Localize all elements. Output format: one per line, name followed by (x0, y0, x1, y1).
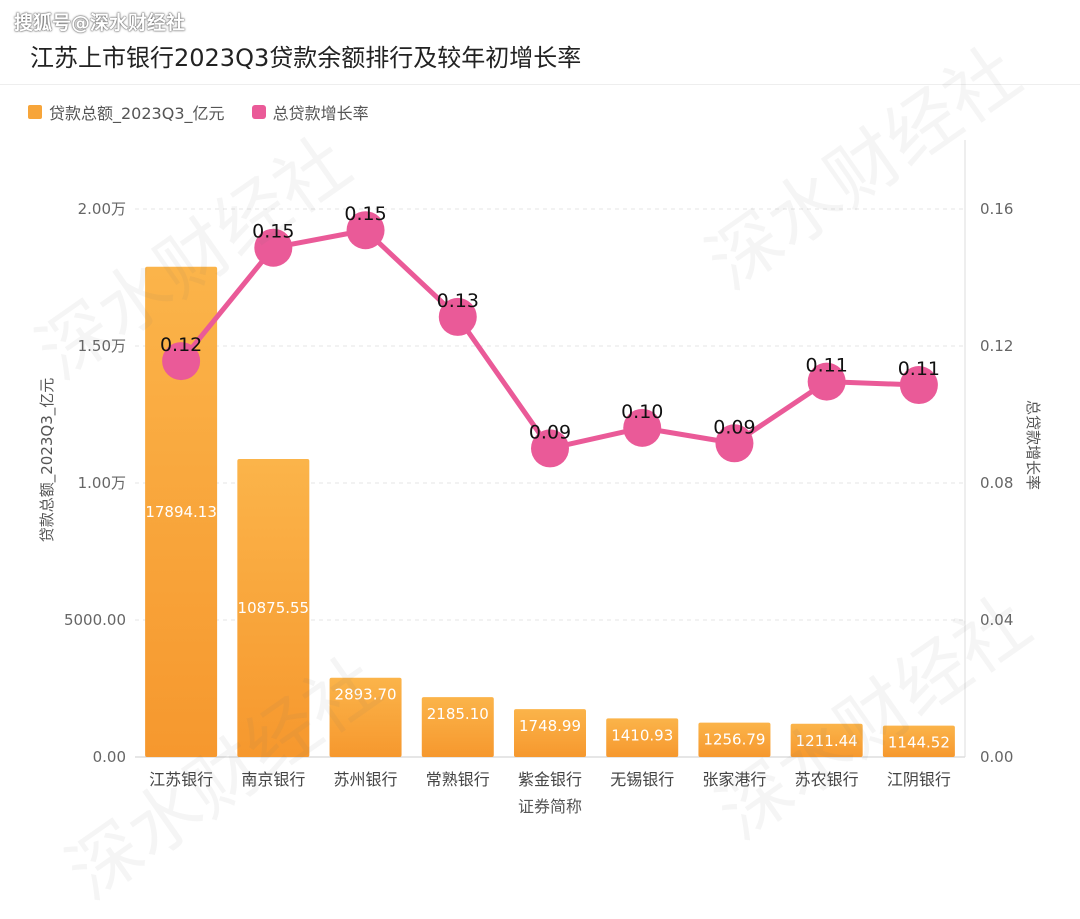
bar (790, 723, 863, 757)
growth-value-label: 0.13 (437, 290, 479, 312)
growth-value-label: 0.15 (344, 203, 386, 225)
chart-legend: 贷款总额_2023Q3_亿元 总贷款增长率 (28, 100, 391, 124)
bar (606, 718, 679, 757)
y-tick-label: 0.00 (93, 748, 126, 766)
growth-point (715, 424, 754, 463)
legend-label-growth: 总贷款增长率 (272, 104, 369, 123)
axis-labels: 0.00 0.00 5000.00 0.04 1.00万 0.08 1.50万 0.12 2.0… (38, 200, 1042, 816)
bar-value-label: 2185.10 (427, 705, 489, 723)
bar (145, 266, 218, 757)
x-tick-label: 江苏银行 (149, 770, 213, 789)
legend-item-growth[interactable]: 总贷款增长率 (251, 100, 369, 124)
bar (329, 677, 402, 757)
line-series: 0.12 0.15 0.15 0.13 0.09 0.10 0.09 0.11 0.11 (160, 203, 940, 468)
growth-point (254, 228, 293, 267)
bar (514, 709, 586, 757)
growth-value-label: 0.10 (621, 401, 663, 423)
bar (237, 459, 310, 757)
y-tick-label: 5000.00 (64, 611, 126, 629)
bar-value-label: 10875.55 (238, 599, 310, 617)
y2-axis-title: 总贷款增长率 (1024, 400, 1042, 490)
y2-tick-label: 0.12 (980, 337, 1013, 355)
y-tick-label: 1.00万 (78, 474, 126, 492)
x-tick-label: 无锡银行 (610, 770, 674, 789)
x-axis-title: 证券简称 (518, 797, 582, 816)
growth-value-label: 0.09 (713, 416, 755, 438)
y-tick-label: 2.00万 (78, 200, 126, 218)
growth-point (438, 297, 477, 336)
x-tick-label: 江阴银行 (887, 770, 951, 789)
growth-value-label: 0.15 (252, 221, 294, 243)
growth-value-label: 0.09 (529, 421, 571, 443)
y-tick-label: 1.50万 (78, 337, 126, 355)
y2-tick-label: 0.08 (980, 474, 1013, 492)
growth-line (179, 227, 919, 451)
title-divider (0, 84, 1080, 85)
growth-point (346, 211, 385, 250)
growth-point (623, 408, 662, 447)
x-tick-label: 苏农银行 (795, 770, 859, 789)
growth-value-label: 0.11 (806, 355, 848, 377)
x-tick-label: 南京银行 (241, 770, 305, 789)
x-tick-label: 张家港行 (702, 770, 766, 789)
brand-watermark: 搜狐号@深水财经社 (14, 12, 186, 34)
bar-value-label: 2893.70 (335, 686, 397, 704)
bar (882, 725, 955, 757)
legend-bar-swatch (28, 105, 42, 119)
y-axis-title: 贷款总额_2023Q3_亿元 (38, 378, 57, 543)
bar-value-label: 1748.99 (519, 717, 581, 735)
growth-point (807, 362, 846, 401)
growth-value-label: 0.11 (898, 358, 940, 380)
bar-value-label: 1144.52 (888, 734, 950, 752)
y2-tick-label: 0.04 (980, 611, 1013, 629)
x-tick-label: 苏州银行 (334, 770, 398, 789)
combo-chart: 17894.13 10875.55 2893.70 2185.10 1748.99 141… (38, 140, 1042, 816)
growth-point (899, 366, 938, 405)
y2-tick-label: 0.16 (980, 200, 1013, 218)
bar-series: 17894.13 10875.55 2893.70 2185.10 1748.99 141… (145, 266, 955, 757)
y2-tick-label: 0.00 (980, 748, 1013, 766)
x-tick-label: 常熟银行 (426, 770, 490, 789)
legend-line-swatch (251, 105, 266, 119)
bar (421, 697, 494, 757)
x-tick-label: 紫金银行 (518, 770, 582, 789)
legend-label-loans: 贷款总额_2023Q3_亿元 (49, 104, 225, 123)
chart-title: 江苏上市银行2023Q3贷款余额排行及较年初增长率 (30, 44, 582, 72)
bar-value-label: 1256.79 (703, 731, 765, 749)
bar (698, 722, 771, 757)
growth-point (531, 429, 569, 468)
growth-value-label: 0.12 (160, 334, 202, 356)
bar-value-label: 17894.13 (145, 503, 217, 521)
legend-item-loans[interactable]: 贷款总额_2023Q3_亿元 (28, 100, 225, 124)
bar-value-label: 1410.93 (611, 726, 673, 744)
bar-value-label: 1211.44 (796, 732, 858, 750)
growth-point (162, 342, 201, 381)
